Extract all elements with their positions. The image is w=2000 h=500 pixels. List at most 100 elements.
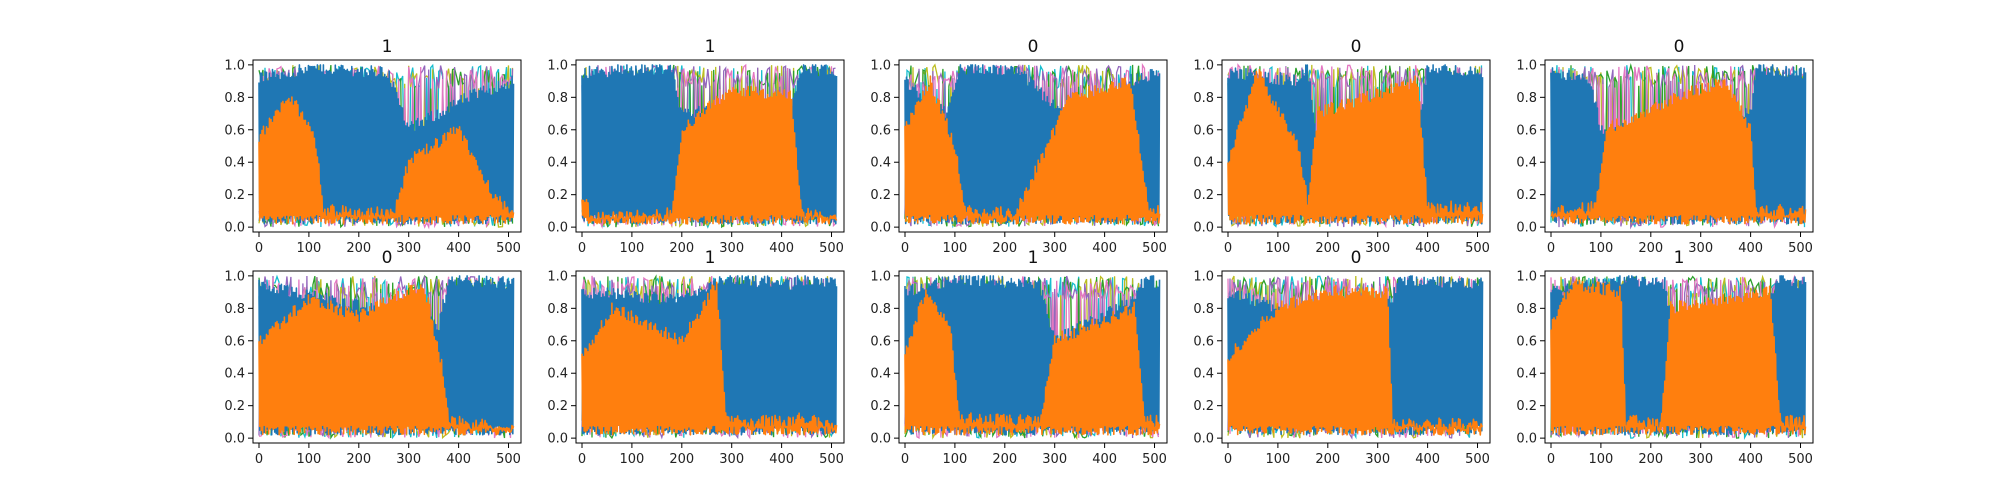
y-tick-label: 0.2 (224, 399, 245, 414)
y-tick-label: 0.0 (224, 432, 245, 447)
y-tick-label: 0.6 (547, 334, 568, 349)
axes-frame (898, 59, 1168, 233)
plot-area (1227, 275, 1484, 440)
x-tick-label: 300 (1688, 241, 1713, 256)
y-tick-label: 0.2 (870, 188, 891, 203)
y-tick-label: 0.8 (1193, 91, 1214, 106)
series-line-2 (258, 96, 515, 225)
y-tick-label: 0.0 (547, 221, 568, 236)
axes-frame (252, 270, 522, 444)
series-line-2 (904, 75, 1161, 225)
x-tick-label: 500 (819, 241, 844, 256)
x-tick-label: 0 (1547, 241, 1555, 256)
y-tick-label: 0.8 (1193, 302, 1214, 317)
y-tick-label: 0.0 (870, 432, 891, 447)
y-tick-label: 0.2 (1516, 188, 1537, 203)
y-tick-label: 0.2 (870, 399, 891, 414)
x-tick-label: 0 (578, 241, 586, 256)
x-tick-label: 0 (1224, 452, 1232, 467)
y-tick-label: 0.2 (547, 399, 568, 414)
y-tick-label: 0.0 (1516, 221, 1537, 236)
plot-area (904, 62, 1161, 229)
y-tick-label: 0.4 (870, 156, 891, 171)
x-tick-label: 0 (578, 452, 586, 467)
x-tick-label: 100 (942, 241, 967, 256)
y-tick-label: 0.6 (547, 123, 568, 138)
x-tick-label: 400 (1415, 241, 1440, 256)
y-tick-label: 0.6 (870, 334, 891, 349)
x-tick-label: 400 (446, 241, 471, 256)
y-tick-label: 1.0 (547, 269, 568, 284)
x-tick-label: 100 (619, 241, 644, 256)
y-tick-label: 0.2 (1516, 399, 1537, 414)
x-tick-label: 400 (769, 452, 794, 467)
x-tick-label: 100 (1265, 452, 1290, 467)
series-line-2 (1227, 284, 1484, 436)
x-tick-label: 200 (669, 452, 694, 467)
plot-area (1227, 63, 1484, 229)
y-tick-label: 0.2 (1193, 399, 1214, 414)
axes-frame (575, 59, 845, 233)
x-tick-label: 100 (619, 452, 644, 467)
x-tick-label: 0 (901, 452, 909, 467)
x-tick-label: 200 (992, 452, 1017, 467)
y-tick-label: 0.6 (224, 334, 245, 349)
x-tick-label: 300 (719, 452, 744, 467)
y-tick-label: 0.6 (1516, 123, 1537, 138)
y-tick-label: 0.6 (224, 123, 245, 138)
x-tick-label: 500 (1142, 241, 1167, 256)
plot-area (1550, 62, 1807, 230)
axes-frame (575, 270, 845, 444)
y-tick-label: 1.0 (1516, 269, 1537, 284)
x-tick-label: 500 (496, 241, 521, 256)
subplot-title: 0 (1674, 37, 1685, 57)
subplot-1: 0 100 200 300 400 500 0.0 0.2 0.4 0.6 0.8 1.0 1 (224, 37, 522, 256)
series-line-2 (1550, 279, 1807, 436)
plot-area (581, 274, 838, 440)
y-tick-label: 0.2 (1193, 188, 1214, 203)
subplot-title: 0 (1351, 37, 1362, 57)
y-tick-label: 1.0 (1193, 58, 1214, 73)
y-tick-label: 0.8 (1516, 302, 1537, 317)
x-tick-label: 200 (1638, 452, 1663, 467)
axes-frame (898, 270, 1168, 444)
y-tick-label: 0.4 (1516, 156, 1537, 171)
y-tick-label: 1.0 (224, 269, 245, 284)
y-tick-label: 0.4 (547, 156, 568, 171)
x-tick-label: 500 (1788, 452, 1813, 467)
subplot-5: 0 100 200 300 400 500 0.0 0.2 0.4 0.6 0.8 1.0 0 (1516, 37, 1814, 256)
axes-frame (252, 59, 522, 233)
x-tick-label: 500 (1465, 241, 1490, 256)
y-tick-label: 1.0 (1193, 269, 1214, 284)
subplot-title: 1 (382, 37, 393, 57)
series-line-2 (581, 281, 838, 436)
x-tick-label: 200 (1638, 241, 1663, 256)
x-tick-label: 0 (901, 241, 909, 256)
x-tick-label: 200 (346, 452, 371, 467)
x-tick-label: 300 (1365, 241, 1390, 256)
y-tick-label: 0.0 (547, 432, 568, 447)
plot-area (1550, 274, 1807, 441)
y-tick-label: 0.4 (547, 367, 568, 382)
subplot-4: 0 100 200 300 400 500 0.0 0.2 0.4 0.6 0.8 1.0 0 (1193, 37, 1491, 256)
x-tick-label: 400 (769, 241, 794, 256)
x-tick-label: 500 (1142, 452, 1167, 467)
y-tick-label: 1.0 (547, 58, 568, 73)
subplot-title: 1 (705, 248, 716, 268)
y-tick-label: 0.8 (224, 302, 245, 317)
y-tick-label: 0.4 (224, 367, 245, 382)
y-tick-label: 0.2 (547, 188, 568, 203)
x-tick-label: 300 (1042, 452, 1067, 467)
x-tick-label: 300 (1042, 241, 1067, 256)
x-tick-label: 500 (496, 452, 521, 467)
y-tick-label: 0.0 (1193, 221, 1214, 236)
x-tick-label: 200 (1315, 452, 1340, 467)
subplot-6: 0 100 200 300 400 500 0.0 0.2 0.4 0.6 0.8 1.0 0 (224, 248, 522, 467)
x-tick-label: 300 (1688, 452, 1713, 467)
x-tick-label: 200 (346, 241, 371, 256)
x-tick-label: 300 (396, 452, 421, 467)
y-tick-label: 0.4 (1193, 156, 1214, 171)
x-tick-label: 0 (255, 241, 263, 256)
y-tick-label: 1.0 (224, 58, 245, 73)
